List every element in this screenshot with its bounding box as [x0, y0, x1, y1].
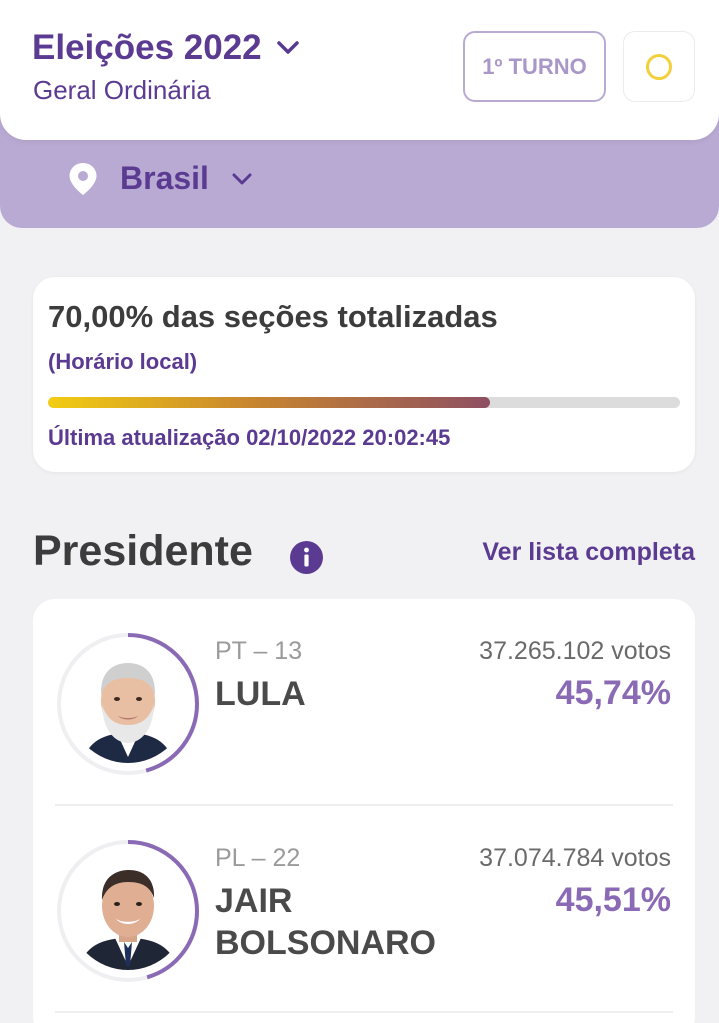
election-selector[interactable]: Eleições 2022: [32, 28, 300, 68]
candidate-name: LULA: [215, 673, 306, 715]
app-header: Eleições 2022 Geral Ordinária 1º TURNO: [0, 0, 719, 140]
totalization-card: 70,00% das seções totalizadas (Horário l…: [33, 277, 695, 472]
vote-share-ring: [57, 633, 199, 775]
candidate-votes: 37.074.784 votos: [479, 844, 671, 872]
info-icon[interactable]: [290, 541, 323, 574]
theme-toggle-button[interactable]: [623, 31, 695, 102]
candidate-percent: 45,74%: [555, 674, 671, 712]
divider: [55, 804, 673, 806]
turno-button[interactable]: 1º TURNO: [463, 31, 606, 102]
chevron-down-icon: [276, 41, 299, 54]
totalization-title: 70,00% das seções totalizadas: [48, 299, 498, 334]
location-selector[interactable]: Brasil: [68, 160, 253, 197]
candidate-photo: [69, 852, 187, 970]
candidate-votes: 37.265.102 votos: [479, 637, 671, 665]
candidate-photo: [69, 645, 187, 763]
divider: [55, 1011, 673, 1013]
progress-fill: [48, 397, 491, 408]
totalization-progress-bar: [48, 397, 680, 408]
candidates-card: PT – 13 LULA 37.265.102 votos 45,74%: [33, 599, 695, 1023]
see-full-list-link[interactable]: Ver lista completa: [482, 538, 695, 566]
local-time-label: (Horário local): [48, 349, 198, 374]
map-pin-icon: [69, 162, 97, 195]
candidate-avatar: [55, 838, 201, 984]
candidate-name-line: JAIR: [215, 882, 293, 920]
section-title: Presidente: [33, 527, 253, 575]
last-update-text: Última atualização 02/10/2022 20:02:45: [48, 425, 451, 450]
vote-share-ring: [57, 840, 199, 982]
candidate-party: PT – 13: [215, 637, 303, 665]
page-title: Eleições 2022: [32, 28, 262, 67]
election-subtitle: Geral Ordinária: [33, 75, 211, 105]
candidate-percent: 45,51%: [555, 881, 671, 919]
candidate-avatar: [55, 631, 201, 777]
circle-icon: [646, 53, 672, 80]
candidate-name: JAIR BOLSONARO: [215, 880, 436, 964]
location-name: Brasil: [120, 160, 209, 196]
candidate-name-line: LULA: [215, 675, 306, 713]
candidate-name-line: BOLSONARO: [215, 924, 436, 962]
candidate-party: PL – 22: [215, 844, 301, 872]
chevron-down-icon: [232, 173, 252, 184]
